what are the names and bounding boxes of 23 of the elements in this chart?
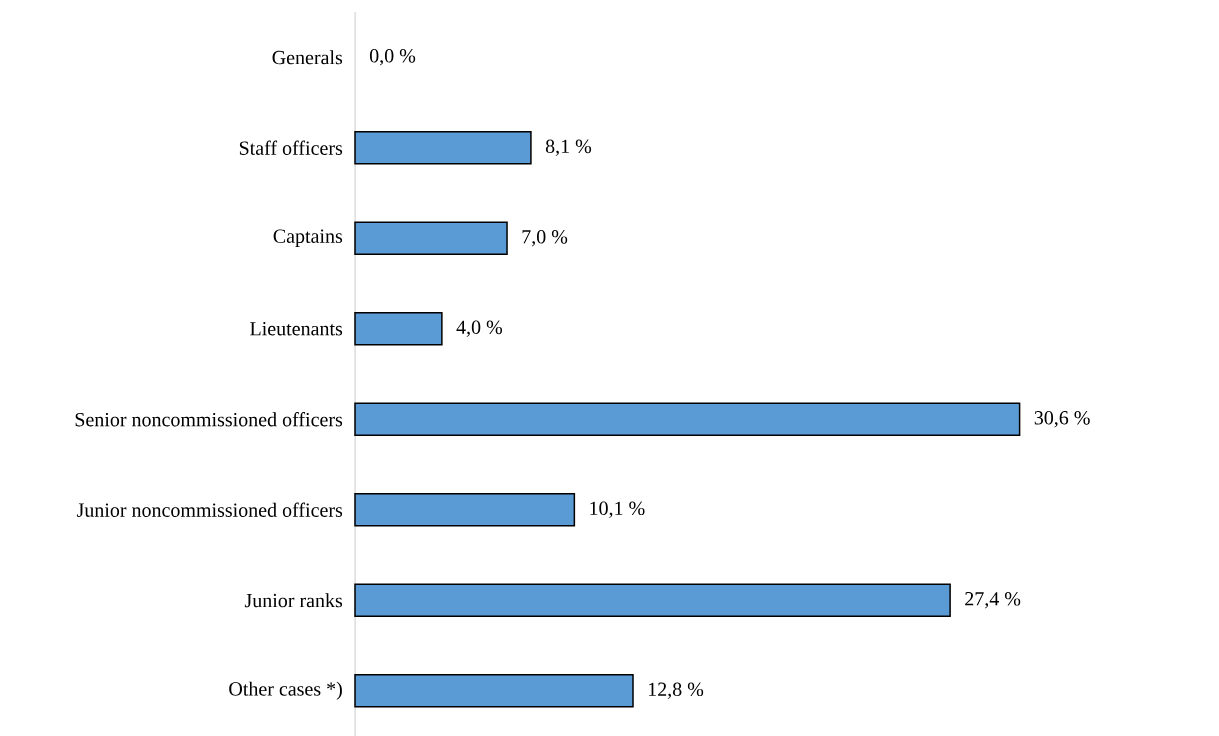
data-label: 27,4 % xyxy=(965,592,1021,609)
y-tick-label: Junior noncommissioned officers xyxy=(76,502,343,517)
data-label: 30,6 % xyxy=(1034,411,1090,428)
bar xyxy=(354,312,443,346)
data-label: 7,0 % xyxy=(522,230,568,247)
data-label: 8,1 % xyxy=(545,139,592,156)
data-label: 4,0 % xyxy=(456,320,503,337)
y-tick-label: Lieutenants xyxy=(250,322,343,336)
bar xyxy=(354,674,634,708)
bar xyxy=(354,221,508,255)
bar xyxy=(354,583,951,617)
y-tick-label: Junior ranks xyxy=(244,593,343,608)
data-label: 10,1 % xyxy=(590,501,645,518)
data-label: 12,8 % xyxy=(648,682,704,699)
data-label: 0,0 % xyxy=(369,49,416,66)
bar xyxy=(354,131,532,165)
y-tick-label: Generals xyxy=(272,50,343,65)
bar xyxy=(354,492,576,527)
bar xyxy=(354,402,1021,436)
y-tick-label: Captains xyxy=(273,229,343,247)
y-tick-label: Senior noncommissioned officers xyxy=(75,412,343,427)
y-tick-label: Staff officers xyxy=(239,140,343,155)
y-tick-label: Other cases *) xyxy=(229,681,342,700)
